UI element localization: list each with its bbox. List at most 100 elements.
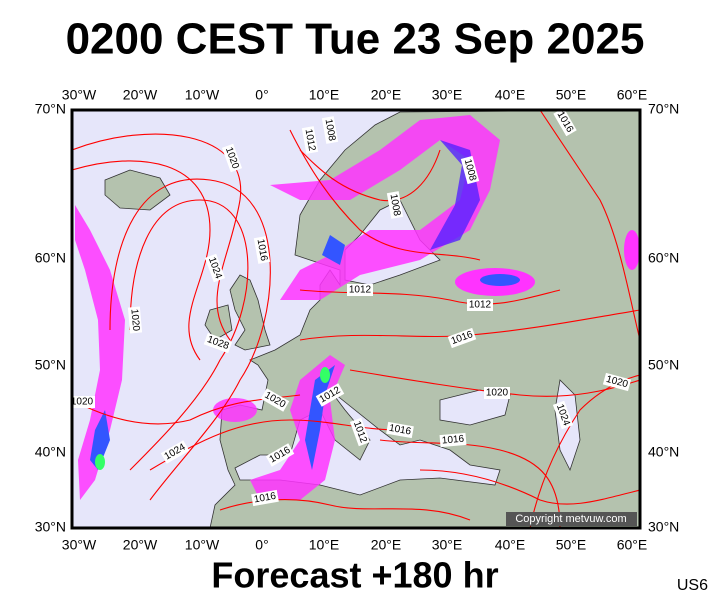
rain-core	[305, 365, 335, 470]
isobar-label-box	[251, 489, 279, 507]
forecast: Forecast +180 hr	[211, 555, 498, 596]
latitude-label: 70°N	[35, 101, 66, 117]
longitude-label: 0°	[255, 537, 268, 553]
longitude-label: 30°E	[432, 537, 463, 553]
isobar	[379, 439, 561, 528]
latitude-label: 40°N	[35, 444, 66, 460]
isobar	[72, 160, 211, 361]
longitude-label: 50°E	[556, 537, 587, 553]
latitude-label: 60°N	[648, 250, 679, 266]
iceland	[104, 169, 171, 211]
isobar-label-box	[553, 110, 577, 137]
latitude-label: 50°N	[35, 357, 66, 373]
latitude-label: 50°N	[648, 357, 679, 373]
isobar-value: 1016	[253, 491, 277, 506]
isobar-label-box	[260, 388, 290, 412]
isobar-label-box	[602, 372, 632, 392]
isobar-value: 1008	[388, 193, 403, 217]
isobar-label-box	[301, 126, 319, 154]
latitude-label: 60°N	[35, 250, 66, 266]
model-code: US6	[677, 577, 708, 594]
longitude-label: 10°W	[185, 537, 220, 553]
isobar-value: 1012	[469, 300, 492, 311]
longitude-label: 10°E	[309, 87, 340, 103]
isobar-label: 1008	[321, 116, 339, 144]
isobar	[299, 149, 441, 202]
isobar-value: 1016	[388, 423, 412, 438]
isobar-label: 1020	[602, 372, 632, 392]
precipitation	[75, 115, 640, 500]
latitude-label: 30°N	[35, 519, 66, 535]
great-britain	[229, 274, 271, 351]
isobar-label-box	[347, 284, 373, 296]
longitude-label: 30°W	[62, 537, 97, 553]
isobar-label-box	[72, 396, 95, 408]
isobar	[109, 178, 271, 501]
isobar-label: 1012	[467, 299, 493, 311]
isobar-label: 1008	[460, 155, 480, 185]
isobar-label-box	[386, 191, 404, 219]
isobar-value: 1020	[71, 397, 94, 408]
isobar-label: 1016	[253, 236, 271, 264]
isobar	[129, 199, 249, 471]
rain-band	[75, 205, 125, 500]
isobar-label-box	[204, 253, 226, 283]
isobar-label-box	[253, 236, 271, 264]
rain-core	[322, 235, 345, 265]
longitude-label: 10°E	[309, 537, 340, 553]
isobars	[72, 110, 640, 528]
isobar-value: 1020	[486, 388, 509, 399]
isobar-label-box	[221, 143, 243, 173]
rain-core	[90, 410, 110, 470]
isobar-label: 1008	[386, 191, 404, 219]
isobar-label: 1012	[301, 126, 319, 154]
isobar	[419, 469, 640, 505]
longitude-label: 50°E	[556, 87, 587, 103]
longitude-label: 60°E	[617, 537, 648, 553]
isobar-label-box	[160, 440, 190, 464]
isobar-label-box	[552, 400, 574, 430]
isobar-label-box	[265, 443, 295, 467]
isobar-label-box	[439, 432, 467, 448]
isobar	[72, 133, 242, 341]
isobar-label-box	[447, 327, 477, 349]
isobar-value: 1016	[255, 238, 270, 262]
longitude-label: 40°E	[495, 87, 526, 103]
copyright-box	[506, 512, 637, 526]
latitude-label: 40°N	[648, 444, 679, 460]
longitude-label: 20°W	[123, 87, 158, 103]
isobar-label: 1016	[386, 421, 414, 439]
longitude-label: 0°	[255, 87, 268, 103]
longitude-label: 20°E	[371, 87, 402, 103]
latitude-label: 30°N	[648, 519, 679, 535]
longitude-label: 20°W	[123, 537, 158, 553]
isobar-label-box	[203, 332, 233, 354]
rain-core	[480, 274, 520, 286]
isobar-value: 1020	[128, 308, 141, 332]
isobar	[539, 110, 640, 341]
longitude-label: 20°E	[371, 537, 402, 553]
isobar	[299, 289, 561, 305]
isobar	[289, 129, 481, 261]
isobar-label-box	[460, 155, 480, 185]
isobar-label: 1020	[127, 306, 143, 334]
isobar-label-box	[315, 383, 345, 407]
longitude-label: 40°E	[495, 537, 526, 553]
longitude-label: 30°W	[62, 87, 97, 103]
rain-core	[320, 367, 330, 383]
longitude-label: 10°W	[185, 87, 220, 103]
isobar-value: 1012	[303, 128, 318, 152]
longitude-label: 30°E	[432, 87, 463, 103]
isobar-label-box	[467, 299, 493, 311]
title: 0200 CEST Tue 23 Sep 2025	[66, 15, 645, 64]
isobar-label-box	[321, 116, 339, 144]
isobar-label-box	[386, 421, 414, 439]
isobar-value: 1008	[323, 118, 338, 142]
isobar-label-box	[349, 417, 371, 447]
longitude-label: 60°E	[617, 87, 648, 103]
isobar-value: 1012	[349, 285, 372, 296]
isobar-label: 1020	[484, 387, 510, 399]
latitude-label: 70°N	[648, 101, 679, 117]
